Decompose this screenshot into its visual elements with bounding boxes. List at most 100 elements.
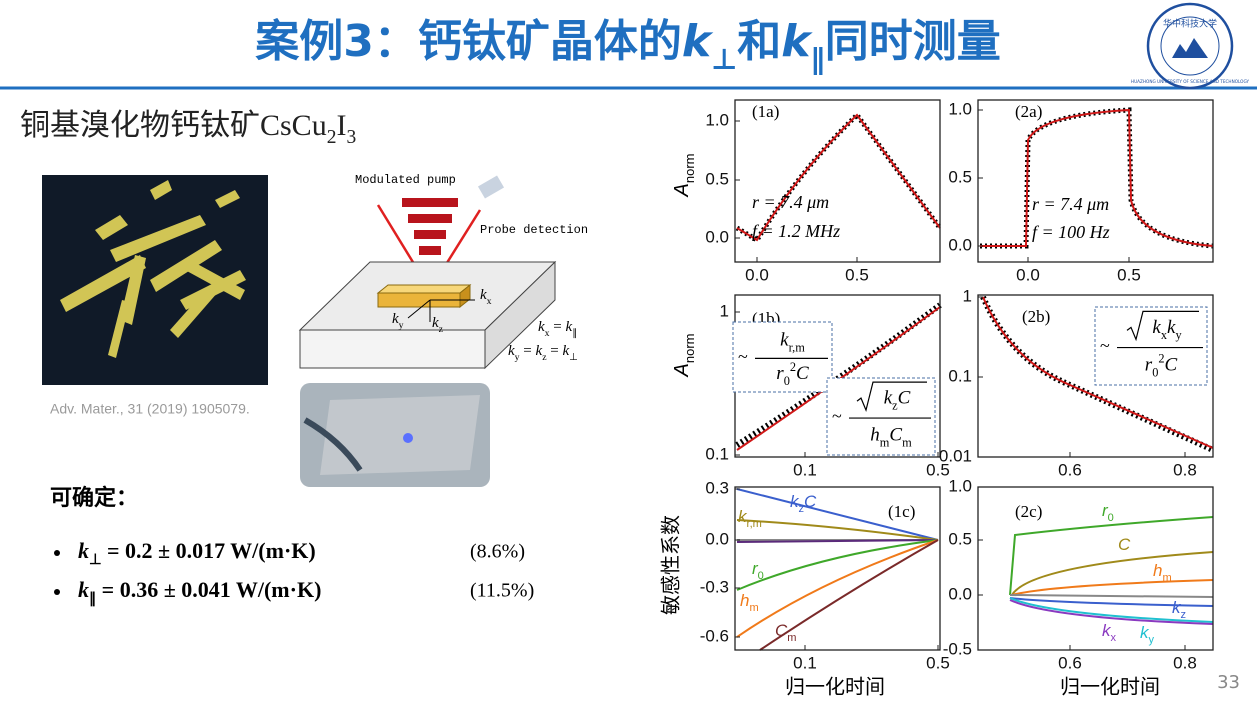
term-sub: 3 — [346, 127, 356, 148]
panel-label: (2a) — [1015, 102, 1042, 121]
formula-box — [826, 377, 936, 456]
term-base: k — [1167, 317, 1176, 338]
annotation: r = 7.4 μm — [1032, 194, 1109, 214]
term-sub: z — [892, 398, 898, 412]
term-sub: z — [439, 324, 444, 335]
curve — [1009, 516, 1214, 596]
y-tick-label: 1.0 — [948, 476, 972, 495]
curve-label: kr,m — [738, 507, 762, 529]
math-text: kr,m — [780, 330, 805, 354]
term-sub: y — [1175, 328, 1182, 342]
curve-label: Cm — [775, 621, 796, 643]
term-base: k — [780, 330, 789, 351]
term-base: 铜基溴化物钙钛矿CsCu — [20, 109, 327, 142]
term-base: C — [889, 425, 902, 446]
y-tick-label: 0.5 — [948, 529, 972, 548]
term-base: k — [1152, 317, 1161, 338]
term-sub: y — [1149, 634, 1155, 646]
term-base: r — [1102, 501, 1109, 520]
annotation: r = 7.4 μm — [752, 192, 829, 212]
term-base: A — [671, 363, 693, 377]
logo-ring: HUAZHONG UNIVERSITY OF SCIENCE AND TECHN… — [1131, 79, 1250, 84]
conclusion-label: 可确定： — [50, 485, 138, 510]
x-tick-label: 0.1 — [793, 460, 817, 479]
term-sub: 0 — [1152, 365, 1158, 379]
term-sub: 2 — [327, 127, 337, 148]
term-base: h — [740, 591, 749, 610]
term-sub: m — [902, 435, 912, 449]
curve — [736, 539, 939, 638]
x-tick-label: 0.5 — [845, 265, 869, 284]
term-base: C — [804, 492, 817, 511]
x-tick-label: 0.8 — [1173, 653, 1197, 672]
curve — [736, 519, 939, 541]
x-axis-label: 归一化时间 — [785, 675, 885, 699]
math-text: kzC — [884, 388, 911, 412]
term-base: = 0.2 ± 0.017 W/(m·K) — [101, 538, 315, 563]
page-number: 33 — [1217, 672, 1240, 693]
term-base: C — [1165, 355, 1178, 376]
curve — [759, 539, 939, 651]
pump-probe-diagram — [298, 175, 557, 370]
term-sub: ⊥ — [89, 552, 101, 568]
term-base: 案例3：钙钛矿晶体的 — [255, 16, 682, 67]
radical — [1126, 310, 1199, 342]
term-sub: norm — [682, 154, 697, 184]
bullet-dot — [54, 589, 60, 595]
term-sup: 2 — [790, 360, 796, 374]
term-sub: ∥ — [572, 328, 577, 339]
y-tick-label: 1 — [720, 301, 729, 320]
bullet-dot — [54, 550, 60, 556]
x-tick-label: 0.6 — [1058, 460, 1082, 479]
x-tick-label: 0.1 — [793, 653, 817, 672]
plot-frame — [977, 294, 1214, 458]
term-base: C — [775, 621, 788, 640]
term-sub: z — [542, 352, 547, 363]
term-base: r — [752, 559, 759, 578]
term-base: 同时测量 — [825, 16, 1001, 67]
y-tick-label: 0.1 — [948, 366, 972, 385]
curve — [736, 488, 939, 541]
term-base: k — [790, 492, 800, 511]
crystal-photo — [42, 175, 268, 385]
term-base: h — [870, 425, 880, 446]
term-sub: y — [399, 320, 404, 331]
math-text: hmCm — [870, 425, 912, 449]
term-base: k — [738, 507, 748, 526]
y-tick-label: 0.0 — [705, 529, 729, 548]
y-tick-label: 0.1 — [705, 444, 729, 463]
curve — [980, 108, 1214, 247]
y-tick-label: 0.0 — [948, 584, 972, 603]
term-base: C — [898, 388, 911, 409]
x-tick-label: 0.8 — [1173, 460, 1197, 479]
term-base: r — [1145, 355, 1153, 376]
curve — [1011, 579, 1214, 596]
curve-label: ky — [1140, 623, 1155, 645]
x-tick-label: 0.5 — [1117, 265, 1141, 284]
panel-label: (1c) — [888, 502, 915, 521]
x-tick-label: 0.6 — [1058, 653, 1082, 672]
x-axis-label: 归一化时间 — [1060, 675, 1160, 699]
term-base: = — [550, 319, 566, 335]
y-tick-label: 0.0 — [705, 227, 729, 246]
term-base: 和 — [737, 16, 781, 67]
term-base: I — [336, 109, 346, 142]
x-tick-label: 0.0 — [745, 265, 769, 284]
term-base: k — [884, 388, 893, 409]
term-sub: m — [749, 602, 758, 614]
logo-text: 华中科技大学 — [1163, 18, 1217, 30]
curve-label: hm — [740, 591, 759, 613]
term-base: C — [1118, 535, 1131, 554]
curve-label: kx — [1102, 621, 1117, 643]
term-base: k — [392, 311, 399, 327]
term-sub: ⊥ — [711, 42, 737, 76]
math-text: kx — [480, 287, 492, 306]
term-base: k — [536, 343, 543, 359]
term-sub: m — [787, 632, 796, 644]
term-base: k — [682, 16, 714, 67]
math-text: kz — [432, 315, 444, 334]
term-sub: 0 — [1108, 512, 1114, 524]
curve-label: r0 — [1102, 501, 1114, 523]
curve-label: kzC — [790, 492, 817, 514]
